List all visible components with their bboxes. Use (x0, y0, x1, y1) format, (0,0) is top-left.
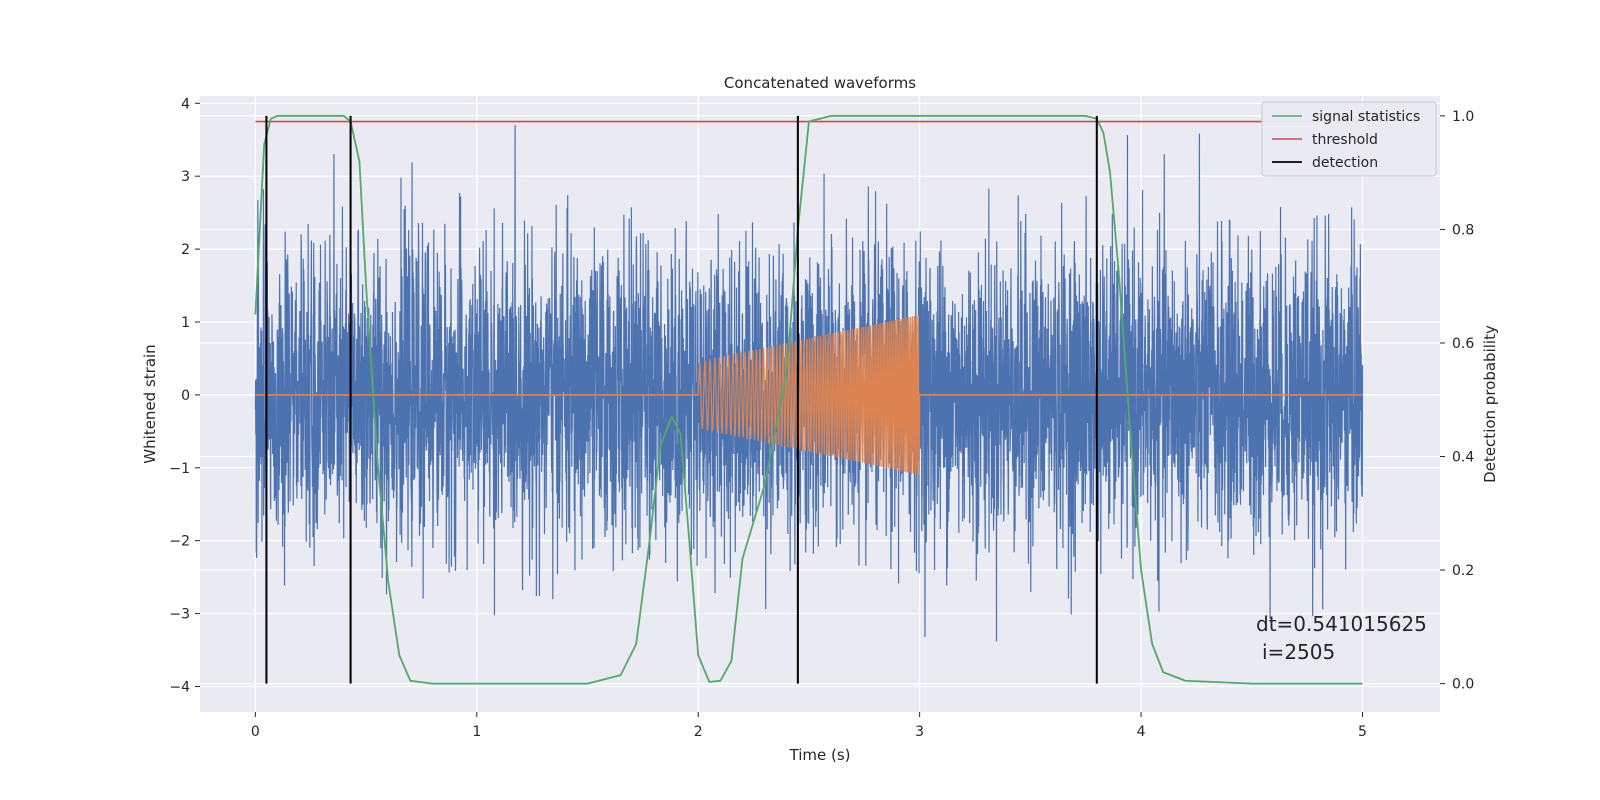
axes-text: 0 1 2 3 4 5 −4 −3 −2 −1 0 1 2 3 4 0.0 0.2 0.4 0.6 0.8 1.0 (169, 96, 1474, 740)
y-tick-label: 0 (181, 388, 190, 404)
noise-series (254, 125, 1364, 642)
y2-tick-label: 0.0 (1452, 677, 1474, 693)
x-tick-label: 4 (1137, 724, 1146, 740)
y2-tick-label: 0.6 (1452, 336, 1474, 352)
x-tick-label: 2 (694, 724, 703, 740)
y2-tick-label: 0.4 (1452, 450, 1474, 466)
y-tick-label: 2 (181, 242, 190, 258)
y-tick-label: −3 (169, 607, 190, 623)
y2-tick-label: 0.8 (1452, 222, 1474, 238)
y2-axis-label: Detection probability (1481, 325, 1499, 483)
y-tick-label: −2 (169, 534, 190, 550)
y-tick-label: 1 (181, 315, 190, 331)
annotation-dt: dt=0.541015625 (1256, 612, 1427, 636)
legend-box (1261, 101, 1437, 177)
y-tick-label: 3 (181, 169, 190, 185)
y2-tick-label: 0.2 (1452, 563, 1474, 579)
y-tick-label: −4 (169, 679, 190, 695)
x-tick-label: 0 (251, 724, 260, 740)
legend-label-detection: detection (1312, 155, 1378, 171)
detection-overlay (254, 114, 1363, 685)
annotation-index: i=2505 (1262, 640, 1335, 664)
injected-signal-series (255, 315, 1363, 476)
injected-signal-chirp (697, 315, 921, 476)
y-axis-label: Whitened strain (141, 344, 159, 463)
x-tick-label: 3 (915, 724, 924, 740)
noise-line (254, 125, 1364, 642)
y-tick-label: −1 (169, 461, 190, 477)
x-axis-label: Time (s) (789, 746, 851, 764)
y-tick-label: 4 (181, 96, 190, 112)
signal-statistics-line (254, 114, 1363, 685)
chart-title: Concatenated waveforms (724, 74, 916, 92)
legend: signal statistics threshold detection (1261, 101, 1437, 177)
legend-label-signal-statistics: signal statistics (1312, 109, 1420, 125)
legend-label-threshold: threshold (1312, 132, 1378, 148)
y2-tick-label: 1.0 (1452, 109, 1474, 125)
x-tick-label: 5 (1358, 724, 1367, 740)
x-tick-label: 1 (472, 724, 481, 740)
